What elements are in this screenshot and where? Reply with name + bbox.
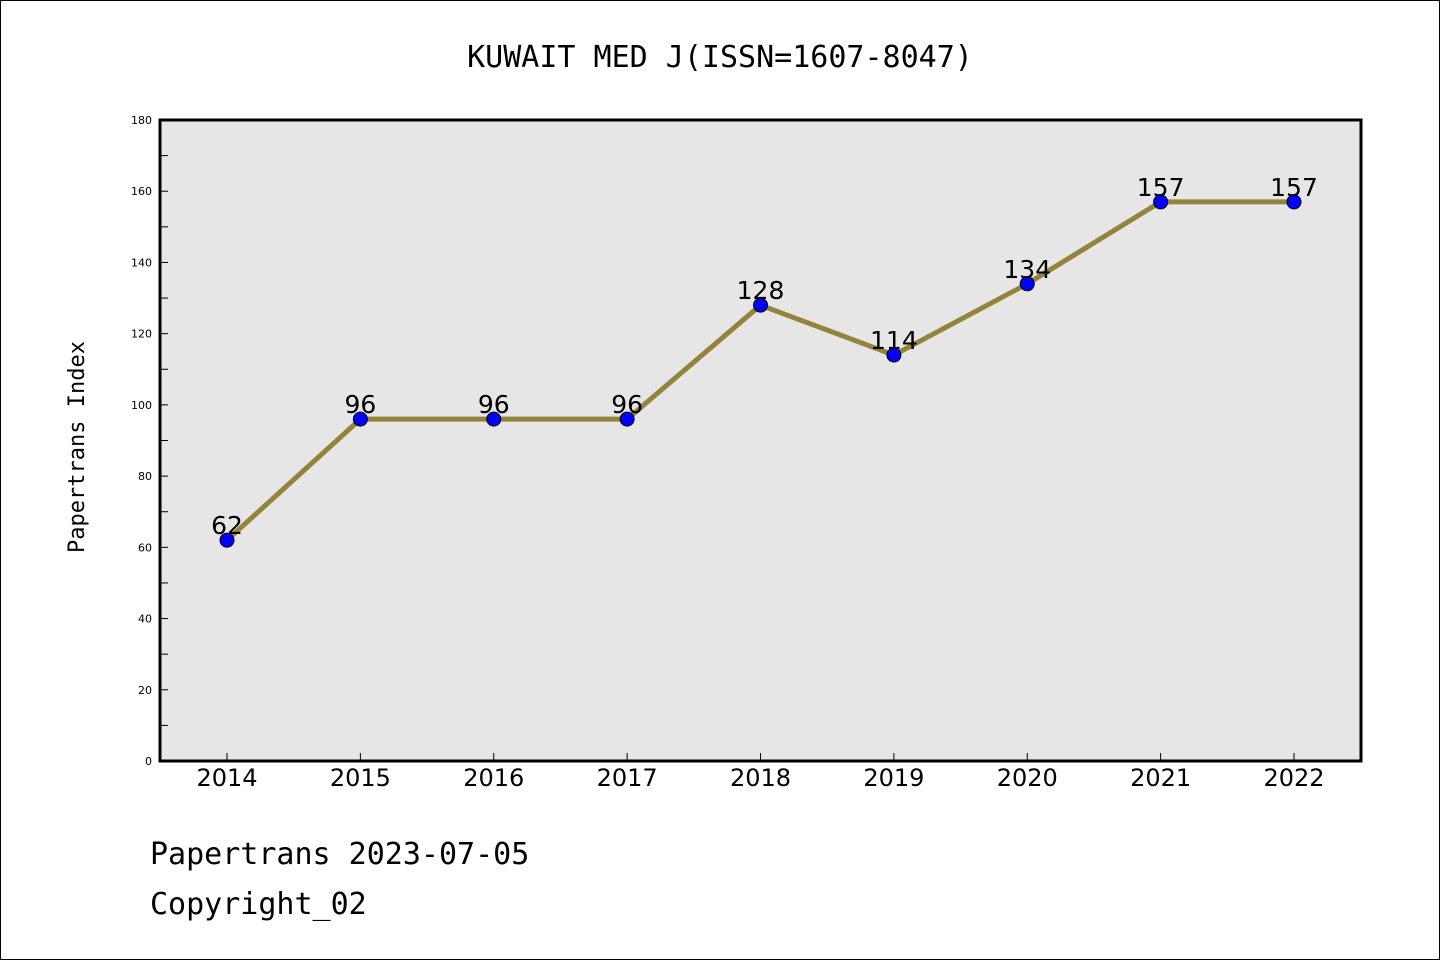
data-point — [1153, 194, 1169, 210]
x-tick-label: 2021 — [1130, 764, 1191, 792]
data-point — [1019, 276, 1035, 292]
y-tick-label: 40 — [138, 613, 152, 626]
x-tick-label: 2018 — [730, 764, 791, 792]
x-tick-label: 2020 — [997, 764, 1058, 792]
footer-date: Papertrans 2023-07-05 — [150, 837, 529, 872]
y-tick-label: 100 — [131, 399, 152, 412]
y-tick-label: 0 — [145, 755, 152, 768]
data-label: 96 — [344, 390, 376, 419]
footer-copyright: Copyright_02 — [150, 887, 367, 922]
y-tick-label: 80 — [138, 470, 152, 483]
chart-title: KUWAIT MED J(ISSN=1607-8047) — [467, 40, 973, 75]
x-tick-label: 2017 — [597, 764, 658, 792]
data-point — [352, 411, 368, 427]
data-label: 96 — [478, 390, 510, 419]
data-label: 157 — [1137, 173, 1185, 202]
x-tick-label: 2016 — [463, 764, 524, 792]
data-point — [753, 297, 768, 313]
data-point — [1286, 194, 1302, 210]
series-group — [219, 194, 1302, 548]
data-labels-group: 62 96 96 96 128 114 134 157 157 — [211, 173, 1318, 540]
y-tick-label: 160 — [131, 185, 152, 198]
data-label: 96 — [611, 390, 643, 419]
y-tick-label: 140 — [131, 256, 152, 269]
y-axis-ticks: 0 20 40 60 80 100 120 140 160 180 — [131, 114, 168, 768]
data-label: 62 — [211, 511, 243, 540]
y-tick-label: 180 — [131, 114, 152, 127]
y-tick-label: 120 — [131, 328, 152, 341]
data-point — [886, 347, 902, 363]
x-axis-ticks: 2014 2015 2016 2017 2018 2019 2020 2021 2022 — [196, 753, 1325, 792]
x-tick-label: 2014 — [196, 764, 257, 792]
data-label: 114 — [870, 326, 918, 355]
data-label: 134 — [1003, 255, 1051, 284]
data-label: 128 — [737, 276, 785, 305]
x-tick-label: 2015 — [330, 764, 391, 792]
y-tick-label: 60 — [138, 541, 152, 554]
y-tick-label: 20 — [138, 684, 152, 697]
data-point — [219, 532, 235, 548]
x-tick-label: 2022 — [1263, 764, 1324, 792]
data-point — [486, 411, 502, 427]
y-axis-label: Papertrans Index — [65, 341, 90, 553]
plot-area — [158, 118, 1363, 763]
data-label: 157 — [1270, 173, 1318, 202]
x-tick-label: 2019 — [863, 764, 924, 792]
data-point — [619, 411, 635, 427]
